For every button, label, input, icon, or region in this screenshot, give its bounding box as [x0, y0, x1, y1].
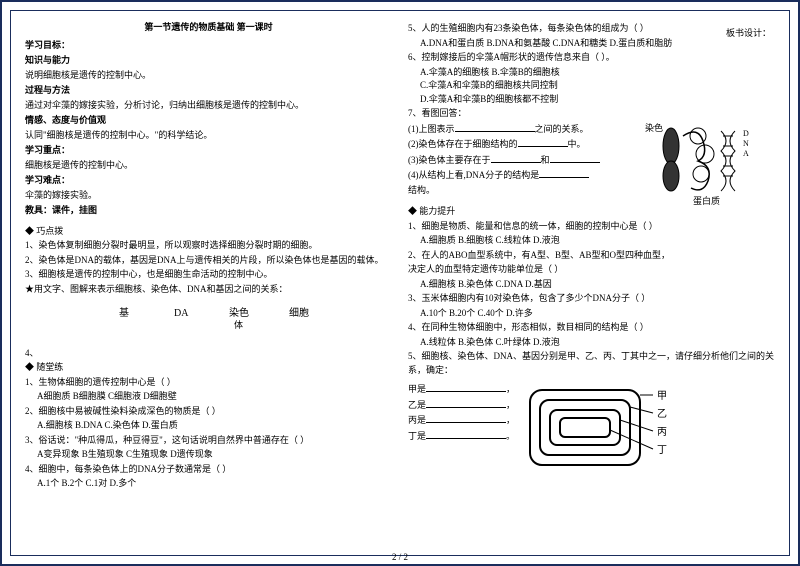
p4: ★用文字、图解来表示细胞核、染色体、DNA和基因之间的关系：	[25, 283, 392, 297]
svg-text:丁: 丁	[657, 445, 667, 456]
left-column: 第一节遗传的物质基础 第一课时 学习目标： 知识与能力 说明细胞核是遗传的控制中…	[17, 21, 400, 545]
e1: 1、细胞是物质、能量和信息的统一体，细胞的控制中心是（ ）	[408, 220, 775, 234]
heading-tools: 教具：课件，挂图	[25, 204, 392, 218]
svg-text:甲: 甲	[657, 391, 667, 402]
svg-text:N: N	[743, 139, 749, 148]
q6c: D.伞藻A和伞藻B的细胞核都不控制	[408, 93, 775, 107]
e4: 4、在同种生物体细胞中，形态相似，数目相同的结构是（ ）	[408, 321, 775, 335]
relation-diagram: 基 DA 染色 细胞 体	[25, 304, 392, 339]
page-number: 2 / 2	[392, 552, 408, 562]
e2-options: A.细胞核 B.染色体 C.DNA D.基因	[408, 278, 775, 292]
bullet-ability: ◆ 能力提升	[408, 205, 775, 219]
q3: 3、俗话说："种瓜得瓜，种豆得豆"，这句话说明自然界中普通存在（ ）	[25, 434, 392, 448]
e5d: 丁是	[408, 431, 426, 441]
bullet-tips: ◆ 巧点拨	[25, 225, 392, 239]
diag-label-dna: DA	[174, 308, 189, 319]
q6: 6、控制嫁接后的伞藻A帽形状的遗传信息来自（ ）。	[408, 51, 775, 65]
heading-process: 过程与方法	[25, 84, 392, 98]
q2-options: A.细胞核 B.DNA C.染色体 D.蛋白质	[25, 419, 392, 433]
fill-blanks: 甲是， 乙是， 丙是， 丁是。	[408, 381, 515, 444]
p3: 3、细胞核是遗传的控制中心，也是细胞生命活动的控制中心。	[25, 268, 392, 282]
heading-knowledge: 知识与能力	[25, 54, 392, 68]
svg-text:丙: 丙	[657, 427, 667, 438]
e5c: 丙是	[408, 415, 426, 425]
q5: 5、人的生殖细胞内有23条染色体，每条染色体的组成为（ ）	[408, 22, 775, 36]
heading-keypoint: 学习重点：	[25, 144, 392, 158]
heading-difficulty: 学习难点：	[25, 174, 392, 188]
bullet-practice: ◆ 随堂练	[25, 361, 392, 375]
heading-values: 情感、态度与价值观	[25, 114, 392, 128]
diag-label-cell: 细胞	[289, 306, 309, 319]
e2b: 决定人的血型特定遗传功能单位是（ ）	[408, 263, 775, 277]
nested-boxes-diagram: 甲 乙 丙 丁	[525, 385, 675, 475]
p1: 1、染色体复制细胞分裂时最明显，所以观察时选择细胞分裂时期的细胞。	[25, 239, 392, 253]
e5b: 乙是	[408, 400, 426, 410]
diag-label-gene: 基	[119, 306, 129, 319]
q6b: C.伞藻A和伞藻B的细胞核共同控制	[408, 79, 775, 93]
q1: 1、生物体细胞的遗传控制中心是（ ）	[25, 376, 392, 390]
q4: 4、细胞中，每条染色体上的DNA分子数通常是（ ）	[25, 463, 392, 477]
lesson-title: 第一节遗传的物质基础 第一课时	[25, 21, 392, 35]
svg-text:D: D	[743, 129, 749, 138]
svg-text:A: A	[743, 149, 749, 158]
e2: 2、在人的ABO血型系统中，有A型、B型、AB型和O型四种血型，	[408, 249, 775, 263]
diag-label-chrom: 染色	[229, 306, 249, 319]
svg-text:染色: 染色	[645, 122, 663, 133]
text-l3: 认同"细胞核是遗传的控制中心。"的科学结论。	[25, 129, 392, 143]
q3-options: A变异现象 B生殖现象 C生殖现象 D遗传现象	[25, 448, 392, 462]
text-l5: 伞藻的嫁接实验。	[25, 189, 392, 203]
p5: 4、	[25, 347, 392, 361]
e4-options: A.线粒体 B.染色体 C.叶绿体 D.液泡	[408, 336, 775, 350]
e5a: 甲是	[408, 384, 426, 394]
e3-options: A.10个 B.20个 C.40个 D.许多	[408, 307, 775, 321]
p2: 2、染色体是DNA的载体，基因是DNA上与遗传相关的片段，所以染色体也是基因的载…	[25, 254, 392, 268]
e3: 3、玉米体细胞内有10对染色体，包含了多少个DNA分子（ ）	[408, 292, 775, 306]
q4-options: A.1个 B.2个 C.1对 D.多个	[25, 477, 392, 491]
text-l1: 说明细胞核是遗传的控制中心。	[25, 69, 392, 83]
board-design-label: 板书设计：	[726, 27, 771, 41]
text-l2: 通过对伞藻的嫁接实验，分析讨论，归纳出细胞核是遗传的控制中心。	[25, 99, 392, 113]
q2: 2、细胞核中易被碱性染料染成深色的物质是（ ）	[25, 405, 392, 419]
svg-text:乙: 乙	[657, 408, 667, 420]
q1-options: A细胞质 B细胞膜 C细胞液 D细胞壁	[25, 390, 392, 404]
svg-text:体: 体	[234, 319, 243, 330]
q6a: A.伞藻A的细胞核 B.伞藻B的细胞核	[408, 66, 775, 80]
right-column: 板书设计： 5、人的生殖细胞内有23条染色体，每条染色体的组成为（ ） A.DN…	[400, 21, 783, 545]
e1-options: A.细胞质 B.细胞核 C.线粒体 D.液泡	[408, 234, 775, 248]
heading-objectives: 学习目标：	[25, 39, 392, 53]
q5-options: A.DNA和蛋白质 B.DNA和氨基酸 C.DNA和糖类 D.蛋白质和脂肪	[408, 37, 775, 51]
svg-text:蛋白质: 蛋白质	[693, 195, 720, 206]
e5: 5、细胞核、染色体、DNA、基因分别是甲、乙、丙、丁其中之一，请仔细分析他们之间…	[408, 350, 775, 377]
text-l4: 细胞核是遗传的控制中心。	[25, 159, 392, 173]
chromosome-diagram: 染色 D N A 蛋白质	[643, 116, 773, 206]
